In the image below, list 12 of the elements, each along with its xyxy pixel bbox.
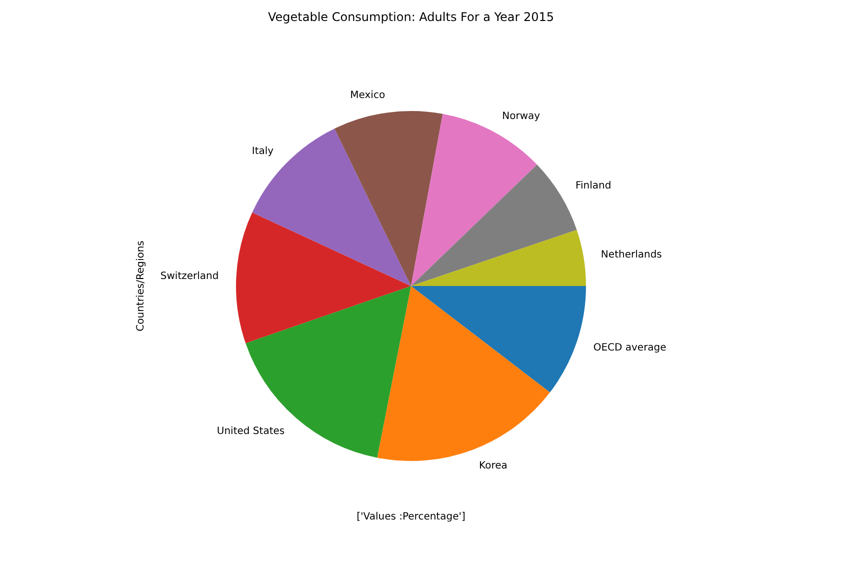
- slice-label: Mexico: [350, 90, 386, 101]
- slice-label: Finland: [575, 180, 612, 192]
- text: Countries/Regions: [136, 240, 147, 332]
- slice-label: OECD average: [593, 342, 666, 354]
- slice-label: Switzerland: [160, 270, 219, 282]
- text: ['Values :Percentage']: [356, 512, 466, 523]
- slice-label: Norway: [502, 111, 540, 122]
- slice-label: Netherlands: [600, 249, 662, 260]
- slice-label: Italy: [252, 146, 274, 157]
- slice-label: Korea: [479, 460, 508, 472]
- chart-title: Vegetable Consumption: Adults For a Year 2015: [268, 10, 554, 24]
- slice-label: United States: [216, 426, 285, 437]
